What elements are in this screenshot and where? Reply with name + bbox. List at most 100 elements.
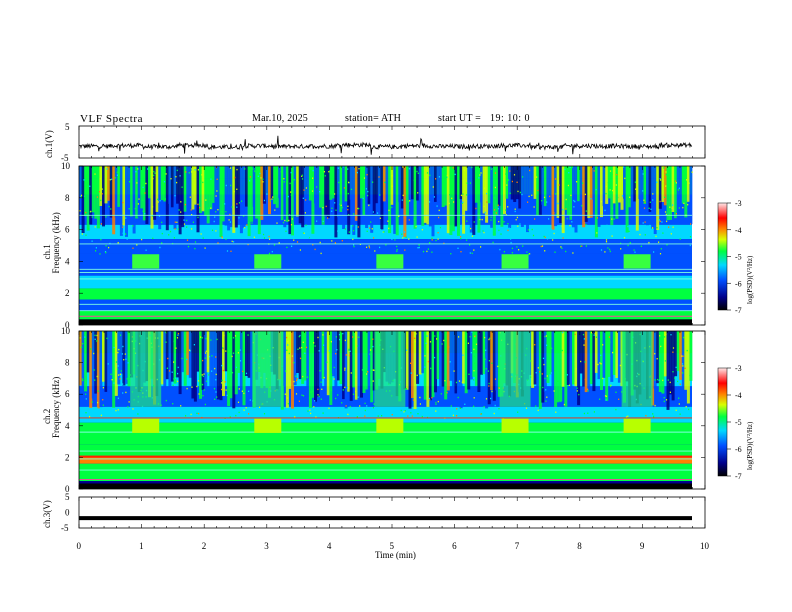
spectral-streak [526, 166, 529, 233]
spectral-streak [314, 166, 317, 204]
spectral-speckle [441, 343, 443, 345]
spectral-speckle [522, 245, 524, 247]
spectral-speckle [421, 229, 423, 231]
spectral-speckle [394, 239, 396, 241]
spectral-speckle [191, 171, 193, 173]
spectral-speckle [310, 412, 312, 415]
spectral-speckle [222, 363, 224, 365]
spectral-speckle [306, 376, 308, 378]
spectral-streak [303, 331, 307, 381]
spectral-speckle [462, 193, 464, 195]
spectral-speckle [484, 336, 486, 339]
spectral-speckle [173, 340, 175, 342]
spectral-speckle [238, 202, 241, 204]
start-ut-label: start UT = [438, 113, 482, 124]
spectral-streak [602, 331, 606, 378]
spectral-speckle [205, 337, 207, 340]
spectral-speckle [96, 196, 98, 198]
spectral-speckle [462, 354, 464, 356]
spectral-speckle [422, 375, 424, 377]
spectral-speckle [408, 219, 410, 221]
ch3-frame [78, 496, 706, 529]
spectral-speckle [396, 245, 398, 248]
spectral-speckle [431, 239, 433, 241]
spectral-streak [623, 166, 626, 199]
spectral-speckle [302, 232, 305, 234]
frequency-band [79, 288, 692, 300]
spectral-speckle [471, 166, 473, 169]
spectral-speckle [439, 226, 442, 229]
spectral-speckle [432, 334, 434, 336]
ch1-ytick-label: -5 [61, 153, 69, 163]
ch3-ytick-label: 5 [65, 492, 70, 502]
spectral-speckle [412, 399, 415, 401]
spectral-speckle [479, 174, 481, 176]
spectral-speckle [297, 348, 299, 350]
spectral-speckle [417, 192, 419, 194]
spectral-speckle [100, 199, 102, 202]
spectral-speckle [664, 360, 666, 362]
spectral-speckle [555, 411, 557, 413]
spectral-speckle [436, 338, 438, 340]
time-axis-tick-label: 6 [452, 541, 457, 551]
spectral-speckle [368, 204, 370, 207]
spectral-speckle [85, 393, 87, 395]
spectral-speckle [225, 238, 227, 241]
spectral-speckle [569, 166, 571, 169]
spectral-speckle [429, 399, 431, 401]
spectral-streak [579, 166, 583, 218]
spectral-speckle [299, 347, 301, 349]
spectral-speckle [618, 398, 620, 400]
spectral-streak [513, 166, 517, 202]
spectral-speckle [243, 392, 245, 395]
spectral-streak [564, 166, 568, 211]
spectral-speckle [243, 215, 245, 217]
spectral-speckle [296, 379, 298, 382]
spectral-speckle [338, 333, 341, 336]
spectral-streak [653, 331, 657, 389]
spectral-speckle [203, 389, 205, 391]
spectral-speckle [102, 387, 104, 389]
spectral-speckle [590, 332, 593, 334]
spectral-streak [428, 331, 432, 401]
spectral-speckle [431, 251, 433, 253]
spectral-speckle [320, 183, 322, 185]
spectral-streak [245, 331, 248, 376]
spectral-speckle [175, 347, 177, 349]
spectral-streak [464, 166, 468, 211]
spectral-speckle [237, 378, 239, 380]
spectral-speckle [424, 355, 426, 357]
spectral-speckle [187, 245, 190, 248]
spectral-speckle [488, 382, 490, 385]
spectral-speckle [201, 383, 204, 386]
spectral-streak [168, 331, 172, 401]
spectral-speckle [284, 393, 286, 395]
spectral-streak [421, 331, 425, 374]
spectral-speckle [570, 194, 572, 197]
spectral-streak [362, 166, 366, 216]
spectral-speckle [118, 374, 120, 376]
spectral-speckle [379, 217, 381, 219]
spectral-speckle [534, 218, 536, 220]
spectral-speckle [669, 206, 672, 208]
spectral-speckle [491, 362, 493, 364]
spectral-speckle [276, 222, 278, 224]
spectral-speckle [314, 400, 316, 402]
spectral-speckle [223, 334, 225, 337]
spectral-speckle [126, 238, 128, 240]
spectral-streak [160, 331, 164, 385]
spectral-streak [278, 166, 282, 199]
spectral-speckle [596, 232, 598, 234]
spectral-speckle [566, 207, 568, 210]
spectral-speckle [251, 176, 253, 178]
spectral-speckle [571, 166, 573, 168]
spectral-speckle [599, 362, 601, 364]
spectral-speckle [177, 334, 179, 336]
spectral-speckle [303, 189, 305, 191]
spectral-speckle [208, 356, 211, 358]
spectral-speckle [435, 239, 437, 242]
spectral-speckle [158, 215, 161, 217]
spectral-streak [549, 331, 552, 375]
spectral-speckle [688, 408, 690, 411]
spectral-speckle [407, 350, 409, 352]
